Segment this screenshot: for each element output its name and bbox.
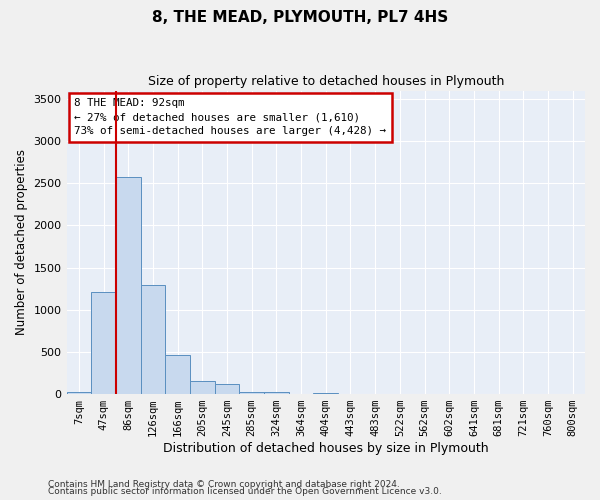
Bar [91, 292, 116, 394]
Bar [67, 392, 91, 394]
Bar [264, 392, 289, 394]
X-axis label: Distribution of detached houses by size in Plymouth: Distribution of detached houses by size … [163, 442, 488, 455]
Y-axis label: Number of detached properties: Number of detached properties [15, 150, 28, 336]
Text: 8 THE MEAD: 92sqm
← 27% of detached houses are smaller (1,610)
73% of semi-detac: 8 THE MEAD: 92sqm ← 27% of detached hous… [74, 98, 386, 136]
Bar [313, 393, 338, 394]
Text: 8, THE MEAD, PLYMOUTH, PL7 4HS: 8, THE MEAD, PLYMOUTH, PL7 4HS [152, 10, 448, 25]
Bar [190, 380, 215, 394]
Bar [215, 384, 239, 394]
Bar [165, 356, 190, 394]
Text: Contains HM Land Registry data © Crown copyright and database right 2024.: Contains HM Land Registry data © Crown c… [48, 480, 400, 489]
Title: Size of property relative to detached houses in Plymouth: Size of property relative to detached ho… [148, 75, 504, 88]
Bar [116, 176, 140, 394]
Bar [140, 286, 165, 394]
Bar [239, 392, 264, 394]
Text: Contains public sector information licensed under the Open Government Licence v3: Contains public sector information licen… [48, 487, 442, 496]
